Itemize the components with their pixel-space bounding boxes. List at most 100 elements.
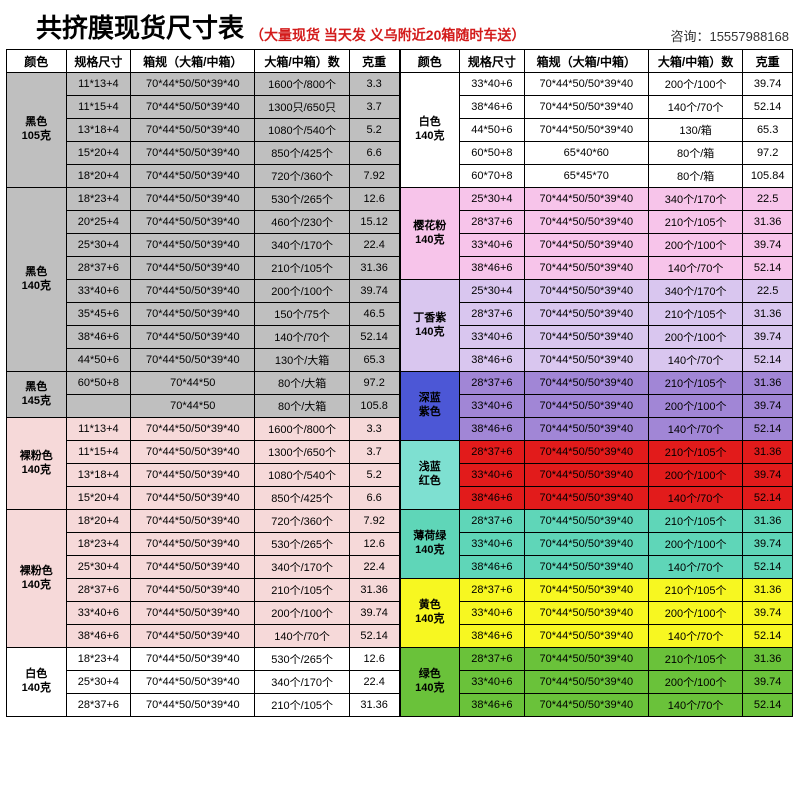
- table-row: 38*46+670*44*50/50*39*40140个/70个52.14: [400, 556, 793, 579]
- table-cell: 105.8: [349, 395, 399, 418]
- table-cell: 13*18+4: [66, 464, 131, 487]
- table-row: 薄荷绿140克28*37+670*44*50/50*39*40210个/105个…: [400, 510, 793, 533]
- table-row: 33*40+670*44*50/50*39*40200个/100个39.74: [7, 602, 400, 625]
- table-cell: 52.14: [349, 326, 399, 349]
- table-cell: 70*44*50/50*39*40: [131, 648, 255, 671]
- table-cell: 1300只/650只: [255, 96, 349, 119]
- table-row: 28*37+670*44*50/50*39*40210个/105个31.36: [7, 694, 400, 717]
- table-cell: [66, 395, 131, 418]
- table-cell: 18*20+4: [66, 165, 131, 188]
- table-cell: 6.6: [349, 142, 399, 165]
- table-cell: 12.6: [349, 648, 399, 671]
- table-row: 15*20+470*44*50/50*39*40850个/425个6.6: [7, 142, 400, 165]
- table-cell: 70*44*50/50*39*40: [524, 418, 648, 441]
- category-cell: 裸粉色140克: [7, 418, 67, 510]
- table-row: 浅蓝红色28*37+670*44*50/50*39*40210个/105个31.…: [400, 441, 793, 464]
- table-cell: 33*40+6: [460, 533, 525, 556]
- table-row: 13*18+470*44*50/50*39*401080个/540个5.2: [7, 464, 400, 487]
- table-cell: 25*30+4: [66, 234, 131, 257]
- table-row: 38*46+670*44*50/50*39*40140个/70个52.14: [400, 257, 793, 280]
- table-cell: 210个/105个: [648, 441, 742, 464]
- table-cell: 38*46+6: [460, 418, 525, 441]
- table-row: 黄色140克28*37+670*44*50/50*39*40210个/105个3…: [400, 579, 793, 602]
- table-cell: 70*44*50/50*39*40: [131, 280, 255, 303]
- table-cell: 340个/170个: [648, 188, 742, 211]
- column-header: 规格尺寸: [460, 50, 525, 73]
- table-cell: 70*44*50/50*39*40: [131, 96, 255, 119]
- table-row: 深蓝紫色28*37+670*44*50/50*39*40210个/105个31.…: [400, 372, 793, 395]
- table-cell: 80个/大箱: [255, 372, 349, 395]
- table-row: 33*40+670*44*50/50*39*40200个/100个39.74: [7, 280, 400, 303]
- category-cell: 黄色140克: [400, 579, 460, 648]
- table-row: 25*30+470*44*50/50*39*40340个/170个22.4: [7, 234, 400, 257]
- table-cell: 70*44*50/50*39*40: [131, 556, 255, 579]
- category-cell: 绿色140克: [400, 648, 460, 717]
- table-cell: 33*40+6: [460, 671, 525, 694]
- table-cell: 52.14: [743, 96, 793, 119]
- table-cell: 31.36: [349, 257, 399, 280]
- category-cell: 深蓝紫色: [400, 372, 460, 441]
- table-cell: 18*23+4: [66, 648, 131, 671]
- table-cell: 39.74: [349, 280, 399, 303]
- table-cell: 60*70+8: [460, 165, 525, 188]
- table-row: 11*15+470*44*50/50*39*401300只/650只3.7: [7, 96, 400, 119]
- table-cell: 11*15+4: [66, 441, 131, 464]
- table-cell: 31.36: [743, 510, 793, 533]
- header: 共挤膜现货尺寸表 （大量现货 当天发 义乌附近20箱随时车送） 咨询：15557…: [6, 8, 793, 49]
- table-row: 绿色140克28*37+670*44*50/50*39*40210个/105个3…: [400, 648, 793, 671]
- table-cell: 70*44*50/50*39*40: [524, 556, 648, 579]
- table-cell: 70*44*50/50*39*40: [131, 418, 255, 441]
- table-row: 20*25+470*44*50/50*39*40460个/230个15.12: [7, 211, 400, 234]
- table-cell: 80个/箱: [648, 142, 742, 165]
- column-header: 大箱/中箱）数: [255, 50, 349, 73]
- table-cell: 31.36: [743, 303, 793, 326]
- table-cell: 70*44*50/50*39*40: [524, 96, 648, 119]
- table-cell: 1080个/540个: [255, 464, 349, 487]
- table-cell: 28*37+6: [460, 372, 525, 395]
- table-row: 38*46+670*44*50/50*39*40140个/70个52.14: [400, 418, 793, 441]
- table-cell: 18*23+4: [66, 188, 131, 211]
- table-cell: 70*44*50/50*39*40: [524, 234, 648, 257]
- table-cell: 140个/70个: [648, 694, 742, 717]
- table-row: 33*40+670*44*50/50*39*40200个/100个39.74: [400, 602, 793, 625]
- table-cell: 39.74: [743, 326, 793, 349]
- table-cell: 28*37+6: [66, 579, 131, 602]
- table-cell: 52.14: [743, 418, 793, 441]
- table-row: 28*37+670*44*50/50*39*40210个/105个31.36: [400, 303, 793, 326]
- table-cell: 65*40*60: [524, 142, 648, 165]
- table-row: 60*70+865*45*7080个/箱105.84: [400, 165, 793, 188]
- table-cell: 11*13+4: [66, 418, 131, 441]
- table-cell: 31.36: [349, 694, 399, 717]
- contact-phone: 15557988168: [709, 29, 789, 44]
- table-cell: 210个/105个: [648, 303, 742, 326]
- table-cell: 5.2: [349, 119, 399, 142]
- category-cell: 裸粉色140克: [7, 510, 67, 648]
- table-cell: 33*40+6: [66, 280, 131, 303]
- table-cell: 38*46+6: [460, 694, 525, 717]
- table-row: 38*46+670*44*50/50*39*40140个/70个52.14: [400, 625, 793, 648]
- category-cell: 黑色140克: [7, 188, 67, 372]
- table-cell: 1600个/800个: [255, 418, 349, 441]
- table-cell: 6.6: [349, 487, 399, 510]
- table-cell: 15*20+4: [66, 142, 131, 165]
- table-row: 44*50+670*44*50/50*39*40130个/大箱65.3: [7, 349, 400, 372]
- table-cell: 18*20+4: [66, 510, 131, 533]
- table-cell: 140个/70个: [648, 625, 742, 648]
- table-cell: 70*44*50/50*39*40: [131, 533, 255, 556]
- table-cell: 39.74: [743, 395, 793, 418]
- column-header: 箱规（大箱/中箱）: [131, 50, 255, 73]
- table-cell: 70*44*50/50*39*40: [524, 395, 648, 418]
- table-cell: 210个/105个: [648, 648, 742, 671]
- table-cell: 1080个/540个: [255, 119, 349, 142]
- table-cell: 70*44*50/50*39*40: [524, 533, 648, 556]
- table-cell: 200个/100个: [648, 326, 742, 349]
- table-cell: 70*44*50/50*39*40: [131, 487, 255, 510]
- table-row: 黑色105克11*13+470*44*50/50*39*401600个/800个…: [7, 73, 400, 96]
- table-cell: 140个/70个: [648, 257, 742, 280]
- table-cell: 70*44*50/50*39*40: [131, 671, 255, 694]
- table-cell: 130个/大箱: [255, 349, 349, 372]
- column-header: 箱规（大箱/中箱）: [524, 50, 648, 73]
- table-cell: 530个/265个: [255, 188, 349, 211]
- table-cell: 140个/70个: [648, 418, 742, 441]
- table-cell: 340个/170个: [255, 234, 349, 257]
